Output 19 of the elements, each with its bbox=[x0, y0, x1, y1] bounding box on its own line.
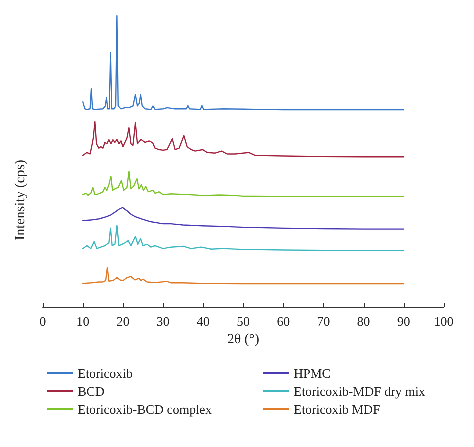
legend-label: Etoricoxib MDF bbox=[294, 402, 380, 417]
x-tick-label: 50 bbox=[237, 314, 250, 329]
x-tick-label: 90 bbox=[397, 314, 410, 329]
legend-label: BCD bbox=[78, 384, 105, 399]
x-tick-label: 100 bbox=[434, 314, 454, 329]
x-axis-title: 2θ (°) bbox=[227, 332, 260, 348]
x-tick-label: 0 bbox=[40, 314, 46, 329]
x-tick-label: 10 bbox=[76, 314, 90, 329]
y-axis-title: Intensity (cps) bbox=[14, 160, 28, 240]
x-tick-label: 20 bbox=[116, 314, 130, 329]
x-tick-label: 40 bbox=[196, 314, 210, 329]
x-tick-label: 80 bbox=[357, 314, 370, 329]
x-tick-label: 30 bbox=[156, 314, 170, 329]
x-tick-label: 60 bbox=[277, 314, 290, 329]
x-tick-label: 70 bbox=[317, 314, 330, 329]
legend-label: Etoricoxib-BCD complex bbox=[78, 402, 212, 417]
legend-label: Etoricoxib bbox=[78, 366, 133, 381]
legend-label: Etoricoxib-MDF dry mix bbox=[294, 384, 426, 399]
legend-label: HPMC bbox=[294, 366, 331, 381]
